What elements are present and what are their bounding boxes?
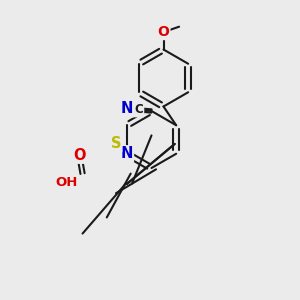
Text: S: S: [111, 136, 121, 152]
Text: N: N: [121, 146, 133, 161]
Text: N: N: [121, 101, 133, 116]
Text: C: C: [135, 103, 143, 116]
Text: O: O: [158, 25, 169, 39]
Text: OH: OH: [55, 176, 78, 189]
Text: O: O: [73, 148, 86, 163]
